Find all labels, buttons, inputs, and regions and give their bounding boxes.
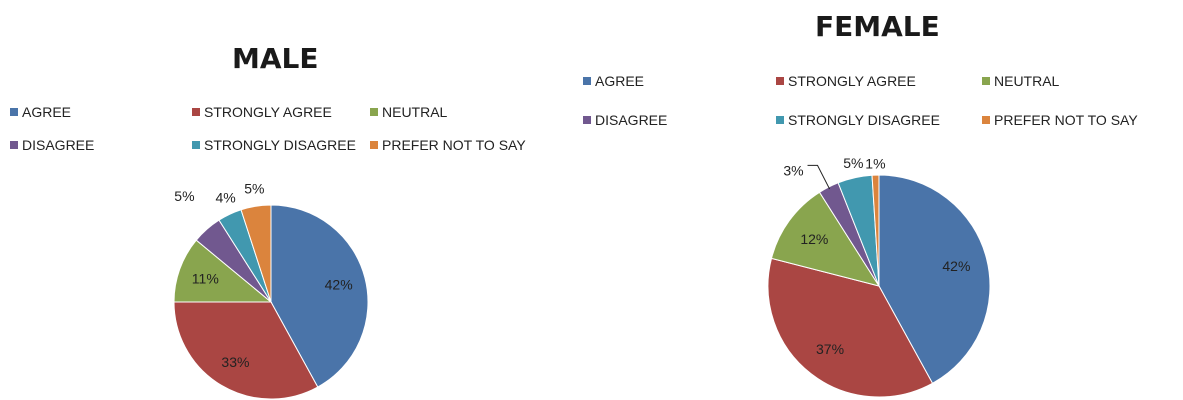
legend-item-disagree: DISAGREE [10,137,94,153]
legend-label: STRONGLY AGREE [788,73,916,89]
legend-swatch [10,141,18,149]
legend-label: AGREE [22,104,72,120]
legend-item-prefer-not-to-say: PREFER NOT TO SAY [982,112,1138,128]
legend-item-agree: AGREE [10,104,71,120]
legend-swatch [982,77,990,85]
legend-item-neutral: NEUTRAL [982,73,1059,89]
data-label-neutral: 12% [800,231,828,247]
female-chart: FEMALE AGREE STRONGLY AGREE NEUTRAL DISA… [560,0,1183,400]
legend-item-disagree: DISAGREE [583,112,667,128]
legend-item-neutral: NEUTRAL [370,104,447,120]
legend-label: DISAGREE [22,137,95,153]
legend-swatch [192,108,200,116]
legend-label: STRONGLY DISAGREE [788,112,940,128]
chart-title: FEMALE [815,10,940,43]
data-label-strongly-disagree: 4% [215,189,235,205]
data-label-disagree: 5% [174,188,194,204]
legend-label: STRONGLY AGREE [204,104,332,120]
data-label-strongly-agree: 37% [816,341,844,357]
legend-label: PREFER NOT TO SAY [994,112,1138,128]
chart-title: MALE [232,42,319,75]
legend-label: PREFER NOT TO SAY [382,137,526,153]
legend-swatch [370,141,378,149]
legend-swatch [192,141,200,149]
legend-swatch [583,116,591,124]
legend-swatch [10,108,18,116]
legend-item-prefer-not-to-say: PREFER NOT TO SAY [370,137,526,153]
legend-item-strongly-agree: STRONGLY AGREE [192,104,332,120]
data-label-neutral: 11% [192,270,219,286]
data-label-agree: 42% [942,258,970,274]
legend-swatch [370,108,378,116]
data-label-agree: 42% [325,277,353,293]
data-label-strongly-disagree: 5% [843,155,863,171]
pie-slice-agree [878,174,991,384]
legend-item-strongly-agree: STRONGLY AGREE [776,73,916,89]
pie-slice-neutral [770,191,881,287]
legend-item-strongly-disagree: STRONGLY DISAGREE [192,137,356,153]
leader-line [807,164,831,190]
data-label-strongly-agree: 33% [221,354,249,370]
legend-swatch [776,116,784,124]
legend-item-strongly-disagree: STRONGLY DISAGREE [776,112,940,128]
pie-slice-neutral [173,239,273,303]
pie-slice-prefer-not-to-say [871,174,880,287]
legend-label: STRONGLY DISAGREE [204,137,356,153]
male-chart: MALE AGREE STRONGLY AGREE NEUTRAL DISAGR… [0,0,560,400]
data-label-prefer-not-to-say: 1% [865,156,885,172]
legend-label: NEUTRAL [382,104,448,120]
legend-swatch [776,77,784,85]
pie-slice-strongly-agree [173,301,319,400]
legend-swatch [982,116,990,124]
legend-label: DISAGREE [595,112,668,128]
female-pie-chart: 42% 37% 12% 3% 5% 1% [767,155,991,398]
male-pie-chart: 42% 33% 11% 5% 4% 5% [173,181,369,400]
data-label-disagree: 3% [783,162,803,178]
data-label-prefer-not-to-say: 5% [244,181,264,197]
pie-slice-agree [270,204,369,388]
legend-label: AGREE [595,73,645,89]
legend-label: NEUTRAL [994,73,1060,89]
pie-slice-strongly-agree [767,257,934,398]
pie-slice-prefer-not-to-say [240,204,272,303]
legend-swatch [583,77,591,85]
legend-item-agree: AGREE [583,73,644,89]
